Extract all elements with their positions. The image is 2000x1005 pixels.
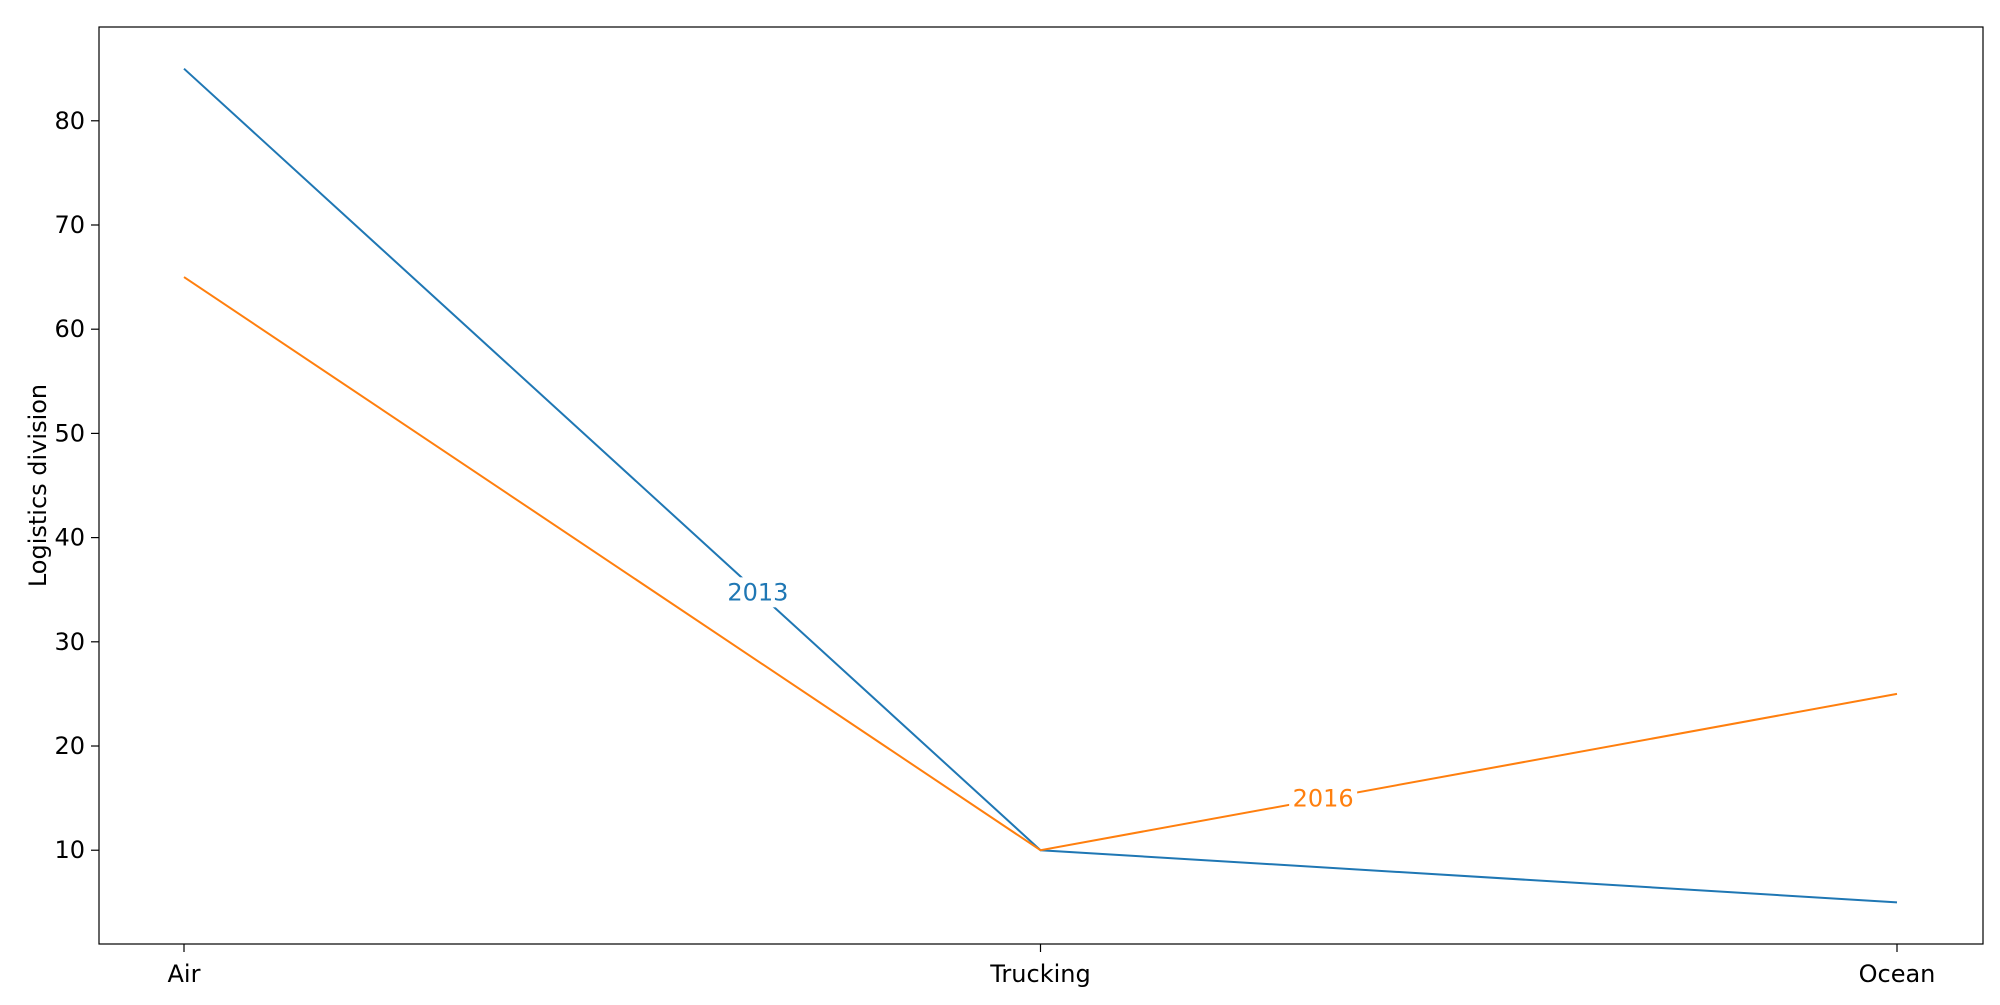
x-tick-label: Trucking (989, 960, 1090, 988)
y-tick-label: 10 (54, 836, 85, 864)
y-tick-label: 50 (54, 419, 85, 447)
x-tick-label: Air (168, 960, 201, 988)
series-label-bg-2016 (1289, 783, 1358, 814)
y-axis-title: Logistics division (24, 384, 52, 587)
x-tick-label: Ocean (1859, 960, 1936, 988)
series-label-2013: 2013 (727, 578, 788, 606)
y-tick-label: 40 (54, 524, 85, 552)
series-label-bg-2013 (723, 577, 792, 608)
y-tick-label: 30 (54, 628, 85, 656)
y-tick-label: 70 (54, 211, 85, 239)
y-tick-label: 20 (54, 732, 85, 760)
series-line-2016 (183, 276, 1898, 852)
y-tick-label: 60 (54, 315, 85, 343)
y-tick-label: 80 (54, 107, 85, 135)
series-label-2016: 2016 (1293, 785, 1354, 813)
plot-area (99, 27, 1983, 944)
